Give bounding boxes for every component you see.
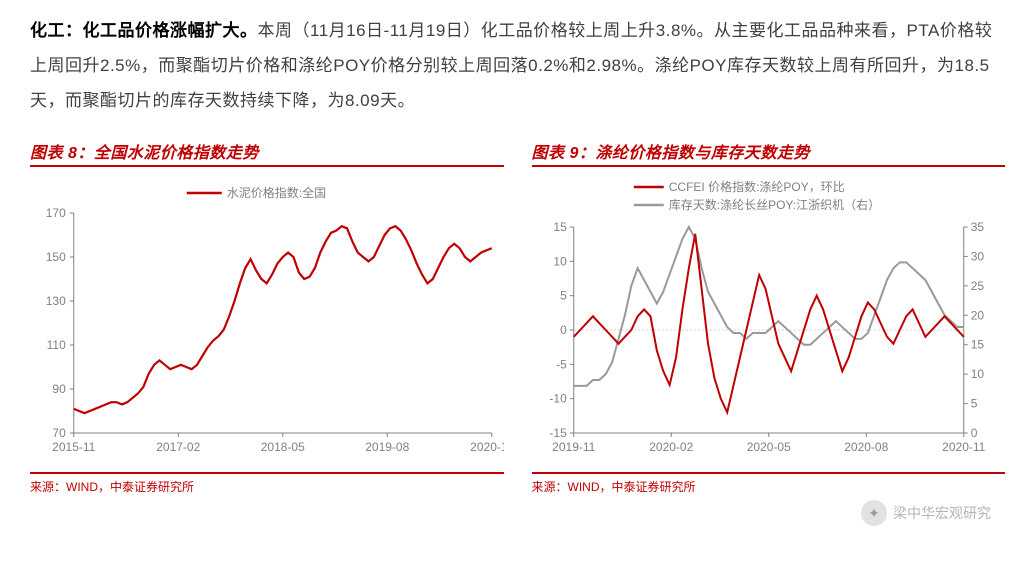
- svg-text:CCFEI 价格指数:涤纶POY，环比: CCFEI 价格指数:涤纶POY，环比: [668, 179, 844, 194]
- svg-text:水泥价格指数:全国: 水泥价格指数:全国: [227, 185, 326, 200]
- svg-text:2019-11: 2019-11: [552, 440, 595, 454]
- svg-text:70: 70: [52, 426, 66, 440]
- chart-right-title-wrap: 图表 9：涤纶价格指数与库存天数走势: [532, 139, 1006, 167]
- chart-left-source: 来源：WIND，中泰证券研究所: [30, 472, 504, 495]
- body-paragraph: 化工：化工品价格涨幅扩大。本周（11月16日-11月19日）化工品价格较上周上升…: [30, 14, 1005, 119]
- svg-text:2018-05: 2018-05: [261, 440, 305, 454]
- svg-text:2019-08: 2019-08: [365, 440, 409, 454]
- svg-text:-10: -10: [549, 391, 567, 405]
- svg-text:170: 170: [46, 206, 66, 220]
- watermark-text: 梁中华宏观研究: [893, 503, 991, 523]
- svg-text:2020-11: 2020-11: [942, 440, 985, 454]
- svg-text:2020-05: 2020-05: [746, 440, 790, 454]
- svg-text:15: 15: [970, 337, 984, 351]
- watermark: ✦ 梁中华宏观研究: [861, 500, 991, 526]
- svg-text:30: 30: [970, 249, 984, 263]
- svg-text:2020-11: 2020-11: [470, 440, 503, 454]
- svg-text:25: 25: [970, 278, 984, 292]
- svg-text:-15: -15: [549, 426, 567, 440]
- chart-left-svg: 水泥价格指数:全国 70 90 110 130 150 170 2015-11 2017-02 2…: [30, 173, 504, 463]
- svg-text:-5: -5: [556, 357, 567, 371]
- svg-text:0: 0: [970, 426, 977, 440]
- svg-text:2020-02: 2020-02: [649, 440, 693, 454]
- svg-text:35: 35: [970, 220, 984, 234]
- svg-text:15: 15: [553, 220, 567, 234]
- svg-text:110: 110: [47, 338, 66, 352]
- svg-text:150: 150: [46, 250, 66, 264]
- chart-right-source: 来源：WIND，中泰证券研究所: [532, 472, 1006, 495]
- wechat-icon: ✦: [861, 500, 887, 526]
- svg-text:5: 5: [970, 396, 977, 410]
- svg-text:2020-08: 2020-08: [844, 440, 888, 454]
- chart-left-title-wrap: 图表 8：全国水泥价格指数走势: [30, 139, 504, 167]
- charts-row: 图表 8：全国水泥价格指数走势 水泥价格指数:全国709011013015017…: [30, 139, 1005, 495]
- svg-text:2017-02: 2017-02: [156, 440, 200, 454]
- svg-text:10: 10: [553, 254, 567, 268]
- svg-text:10: 10: [970, 367, 984, 381]
- chart-left: 图表 8：全国水泥价格指数走势 水泥价格指数:全国 70 90 110 130 150 17…: [30, 139, 504, 495]
- svg-text:90: 90: [52, 382, 66, 396]
- chart-left-title: 图表 8：全国水泥价格指数走势: [30, 145, 259, 162]
- chart-right: 图表 9：涤纶价格指数与库存天数走势 CCFEI 价格指数:涤纶POY，环比库存…: [532, 139, 1006, 495]
- svg-text:130: 130: [46, 294, 66, 308]
- svg-text:库存天数:涤纶长丝POY:江浙织机（右）: 库存天数:涤纶长丝POY:江浙织机（右）: [668, 197, 879, 212]
- svg-text:0: 0: [560, 323, 567, 337]
- chart-right-svg: CCFEI 价格指数:涤纶POY，环比库存天数:涤纶长丝POY:江浙织机（右） -…: [532, 173, 1006, 463]
- svg-text:5: 5: [560, 288, 567, 302]
- svg-text:20: 20: [970, 308, 984, 322]
- chart-right-title: 图表 9：涤纶价格指数与库存天数走势: [532, 145, 810, 162]
- svg-text:2015-11: 2015-11: [52, 440, 95, 454]
- paragraph-bold: 化工：化工品价格涨幅扩大。: [30, 21, 258, 40]
